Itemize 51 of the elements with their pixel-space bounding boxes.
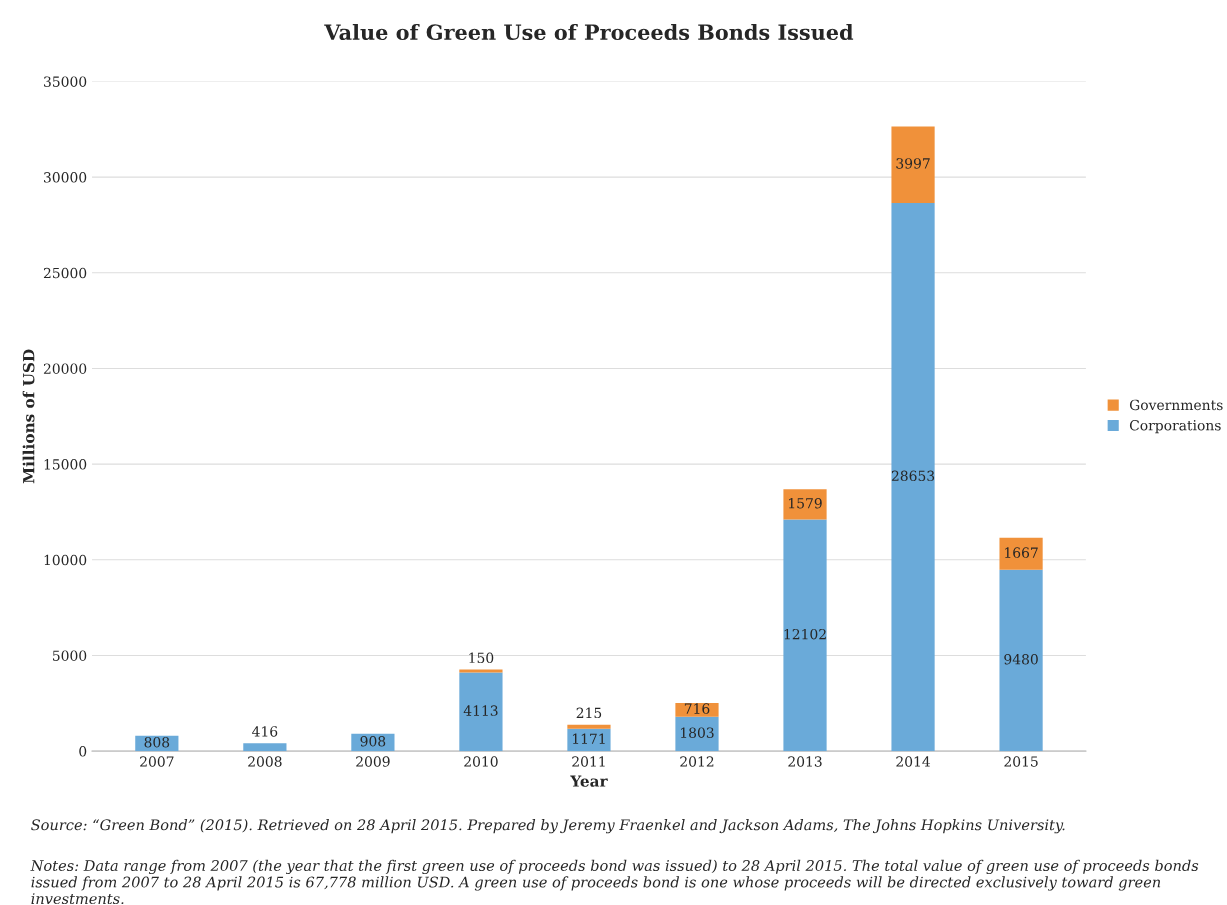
bar	[567, 724, 611, 729]
x-tick-label: 2007	[140, 756, 174, 767]
y-tick-label: 0	[79, 746, 87, 757]
data-label: 28653	[891, 470, 935, 482]
y-tick-label: 5000	[53, 650, 87, 661]
legend-label: Corporations	[1129, 420, 1221, 434]
data-label: 12102	[784, 628, 826, 640]
data-label: 215	[576, 707, 602, 719]
data-label: 150	[469, 652, 494, 664]
x-tick-label: 2012	[680, 756, 714, 767]
data-label: 1803	[681, 727, 714, 738]
data-label: 416	[252, 726, 278, 737]
x-tick-label: 2014	[896, 756, 931, 767]
y-tick-label: 35000	[44, 76, 87, 87]
y-tick-label: 15000	[44, 459, 87, 470]
x-tick-label: 2010	[464, 756, 498, 767]
bar	[999, 537, 1043, 570]
bar	[783, 519, 827, 752]
y-tick-label: 25000	[43, 267, 87, 279]
data-label: 1171	[572, 733, 605, 744]
chart-title: Value of Green Use of Proceeds Bonds Issued	[324, 23, 854, 41]
bar	[999, 569, 1043, 752]
data-label: 808	[144, 736, 170, 748]
x-tick-label: 2013	[788, 756, 822, 767]
data-label: 908	[360, 735, 386, 747]
bar	[243, 743, 287, 752]
x-tick-label: 2009	[356, 756, 390, 767]
bar	[783, 489, 827, 520]
source-note: Source: “Green Bond” (2015). Retrieved on 28 April 2015. Prepared by Jeremy Fraenkel and Jackson Adams, The Johns Hopkins University.	[31, 819, 1065, 834]
y-tick-label: 10000	[44, 554, 87, 566]
bar	[891, 126, 935, 203]
data-label: 1667	[1005, 547, 1038, 558]
data-label: 9480	[1004, 653, 1038, 665]
x-tick-label: 2008	[248, 756, 282, 767]
bar	[675, 702, 719, 717]
bar	[459, 672, 503, 752]
data-label: 3997	[896, 158, 930, 169]
y-axis-title: Millions of USD	[22, 349, 35, 484]
x-tick-label: 2015	[1004, 756, 1038, 767]
bar	[567, 728, 611, 752]
data-label: 716	[684, 703, 710, 714]
x-axis-title: Year	[570, 775, 608, 787]
legend-label: Governments	[1129, 399, 1223, 411]
data-label: 1579	[789, 498, 822, 509]
bar	[891, 202, 935, 752]
y-tick-label: 20000	[43, 363, 87, 374]
x-tick-label: 2011	[572, 756, 605, 767]
y-tick-label: 30000	[44, 172, 87, 183]
text: Notes: Data range from 2007 (the year that the first green use of proceeds bond was issued) to 28 April 2015. The total value of green use of proceeds bonds issued from 2007 to 28 April 2015 is 67,778 million USD. A green use of proceeds bond is one whose proceeds will be directed exclusively toward green investments.	[30, 859, 1199, 905]
bar	[675, 716, 719, 752]
data-label: 4113	[463, 705, 498, 716]
